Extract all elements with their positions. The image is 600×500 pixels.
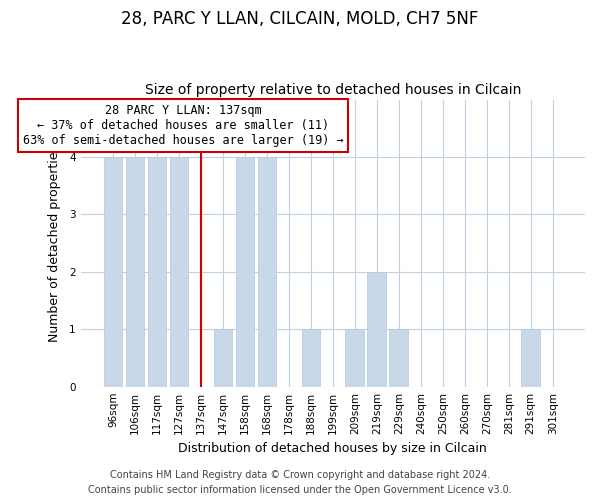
X-axis label: Distribution of detached houses by size in Cilcain: Distribution of detached houses by size … bbox=[178, 442, 487, 455]
Text: Contains HM Land Registry data © Crown copyright and database right 2024.
Contai: Contains HM Land Registry data © Crown c… bbox=[88, 470, 512, 495]
Bar bbox=[521, 330, 540, 386]
Text: 28 PARC Y LLAN: 137sqm
← 37% of detached houses are smaller (11)
63% of semi-det: 28 PARC Y LLAN: 137sqm ← 37% of detached… bbox=[23, 104, 344, 147]
Bar bbox=[104, 157, 122, 386]
Y-axis label: Number of detached properties: Number of detached properties bbox=[48, 144, 61, 342]
Bar bbox=[257, 157, 276, 386]
Bar bbox=[367, 272, 386, 386]
Bar bbox=[389, 330, 408, 386]
Bar bbox=[170, 157, 188, 386]
Title: Size of property relative to detached houses in Cilcain: Size of property relative to detached ho… bbox=[145, 83, 521, 97]
Bar bbox=[302, 330, 320, 386]
Bar bbox=[125, 157, 144, 386]
Bar bbox=[346, 330, 364, 386]
Text: 28, PARC Y LLAN, CILCAIN, MOLD, CH7 5NF: 28, PARC Y LLAN, CILCAIN, MOLD, CH7 5NF bbox=[121, 10, 479, 28]
Bar bbox=[236, 157, 254, 386]
Bar bbox=[214, 330, 232, 386]
Bar bbox=[148, 157, 166, 386]
